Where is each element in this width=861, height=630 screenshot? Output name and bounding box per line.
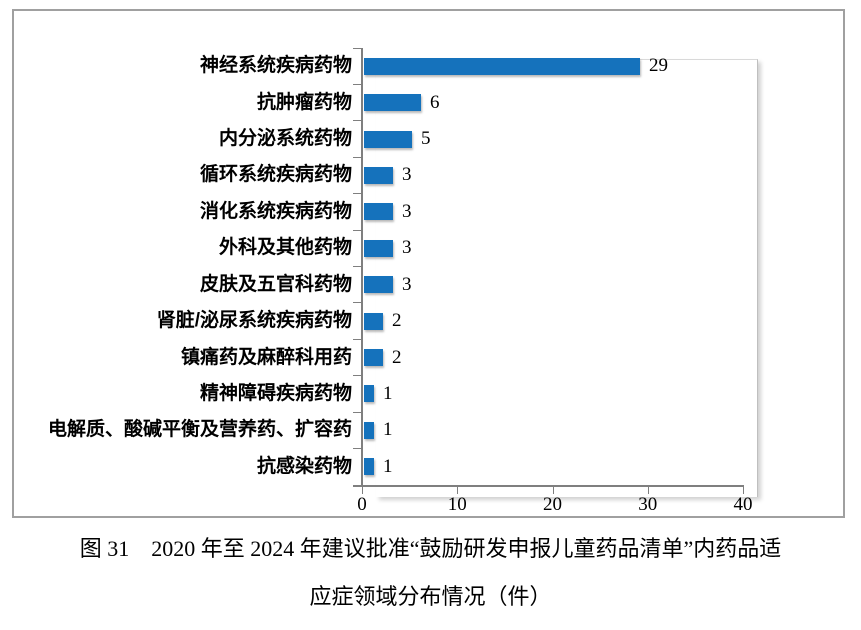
figure-caption: 图 31 2020 年至 2024 年建议批准“鼓励研发申报儿童药品清单”内药品… bbox=[0, 534, 861, 612]
value-label: 3 bbox=[402, 200, 412, 222]
bar bbox=[364, 421, 374, 439]
bar bbox=[364, 166, 393, 184]
category-tick bbox=[353, 338, 362, 340]
category-tick bbox=[353, 193, 362, 195]
x-tick-label: 10 bbox=[447, 494, 467, 515]
value-label: 2 bbox=[392, 310, 402, 332]
value-label: 1 bbox=[383, 455, 393, 477]
y-axis-line bbox=[361, 48, 363, 485]
value-label: 5 bbox=[421, 128, 431, 150]
bar bbox=[364, 57, 640, 75]
chart-frame bbox=[12, 9, 845, 518]
category-label: 内分泌系统药物 bbox=[218, 128, 352, 150]
x-tick-label: 0 bbox=[357, 494, 367, 515]
bar bbox=[364, 385, 374, 403]
category-label: 神经系统疾病药物 bbox=[199, 55, 352, 77]
x-axis-line bbox=[353, 485, 744, 487]
category-label: 外科及其他药物 bbox=[218, 237, 352, 259]
category-label: 电解质、酸碱平衡及营养药、扩容药 bbox=[47, 419, 352, 441]
bar bbox=[364, 276, 393, 294]
category-label: 抗感染药物 bbox=[256, 455, 352, 477]
value-label: 1 bbox=[383, 419, 393, 441]
category-tick bbox=[353, 83, 362, 85]
category-tick bbox=[353, 448, 362, 450]
caption-line-2: 应症领域分布情况（件） bbox=[309, 584, 552, 609]
x-axis-tick bbox=[552, 487, 554, 494]
category-tick bbox=[353, 120, 362, 122]
category-tick bbox=[353, 375, 362, 377]
value-label: 1 bbox=[383, 382, 393, 404]
bar bbox=[364, 239, 393, 257]
bar bbox=[364, 458, 374, 476]
x-tick-label: 40 bbox=[733, 494, 753, 515]
category-tick bbox=[353, 411, 362, 413]
x-axis-tick bbox=[457, 487, 459, 494]
category-tick bbox=[353, 484, 362, 486]
x-tick-label: 30 bbox=[638, 494, 658, 515]
bar bbox=[364, 94, 421, 112]
x-axis-tick bbox=[362, 487, 363, 494]
value-label: 3 bbox=[402, 273, 412, 295]
x-tick-label: 20 bbox=[543, 494, 562, 515]
caption-line-1: 图 31 2020 年至 2024 年建议批准“鼓励研发申报儿童药品清单”内药品… bbox=[79, 536, 782, 561]
category-label: 镇痛药及麻醉科用药 bbox=[180, 346, 352, 368]
value-label: 3 bbox=[402, 237, 412, 259]
value-label: 3 bbox=[402, 164, 412, 186]
x-axis-tick bbox=[647, 487, 649, 494]
category-tick bbox=[353, 266, 362, 267]
value-label: 6 bbox=[430, 91, 440, 113]
category-label: 肾脏/泌尿系统疾病药物 bbox=[156, 310, 352, 332]
category-tick bbox=[353, 156, 362, 158]
category-label: 循环系统疾病药物 bbox=[199, 164, 352, 186]
category-label: 精神障碍疾病药物 bbox=[199, 382, 352, 404]
bar bbox=[364, 130, 412, 148]
bar bbox=[364, 312, 383, 330]
bar bbox=[364, 203, 393, 221]
value-label: 2 bbox=[392, 346, 402, 368]
x-axis-tick bbox=[743, 487, 744, 494]
category-label: 抗肿瘤药物 bbox=[256, 91, 352, 113]
value-label: 29 bbox=[649, 55, 668, 77]
plot-area bbox=[376, 59, 758, 497]
category-tick bbox=[353, 47, 362, 49]
bar bbox=[364, 349, 383, 367]
category-label: 消化系统疾病药物 bbox=[199, 200, 352, 222]
category-tick bbox=[353, 229, 362, 231]
category-label: 皮肤及五官科药物 bbox=[199, 273, 352, 295]
category-tick bbox=[353, 302, 362, 304]
